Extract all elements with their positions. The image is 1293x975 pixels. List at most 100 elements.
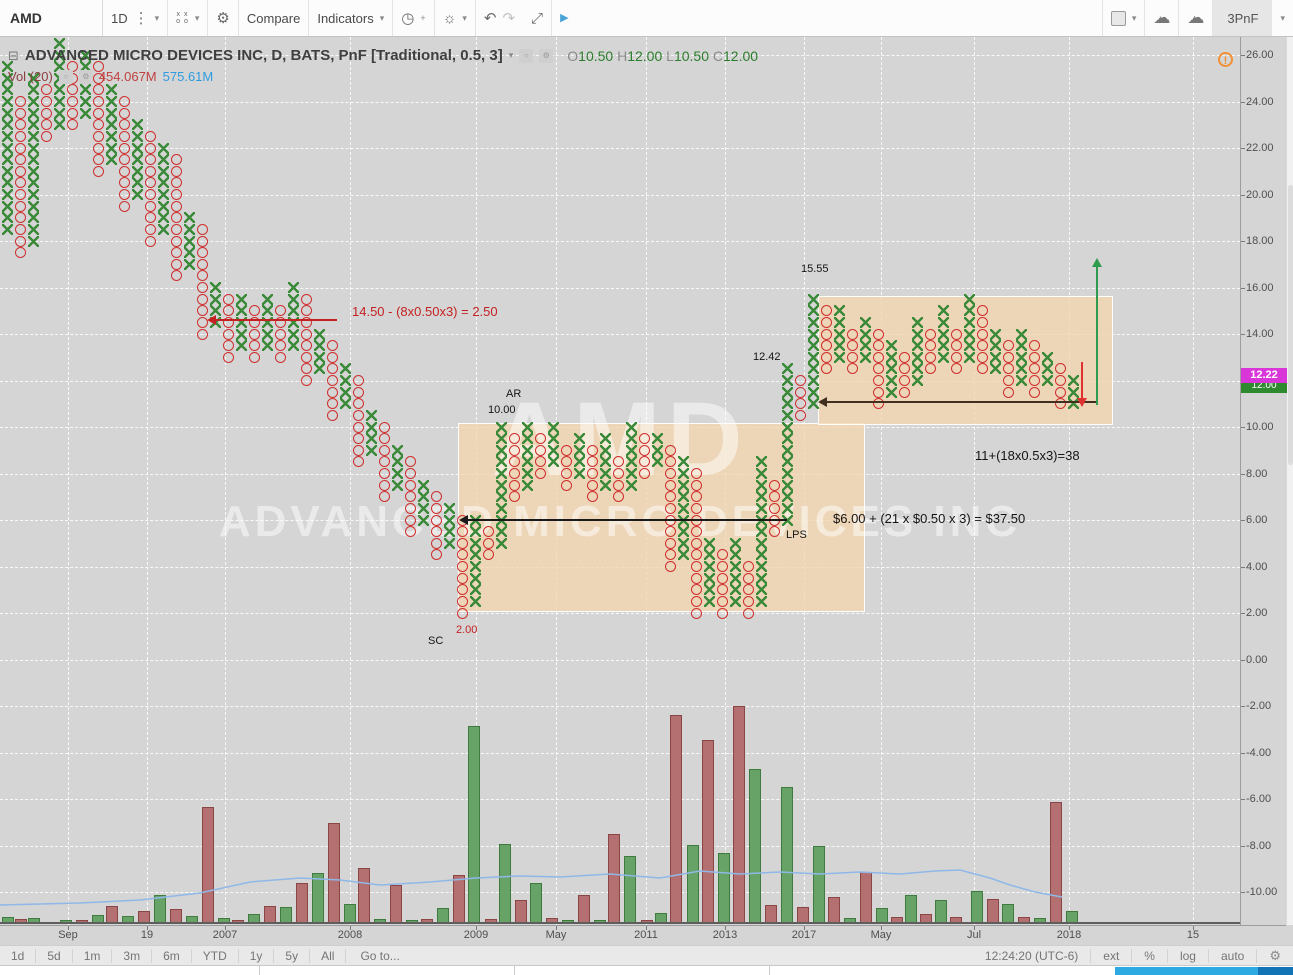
time-axis[interactable]: Sep 19 2007 2008 2009 May 2011 2013 2017 May Jul 20… <box>0 925 1286 945</box>
pnf-o-box <box>353 398 364 410</box>
range-button-ytd[interactable]: YTD <box>192 948 239 963</box>
goto-button[interactable]: Go to... <box>360 948 400 963</box>
pnf-x-box <box>886 386 897 398</box>
scrollbar-thumb[interactable] <box>1288 185 1293 465</box>
pnf-o-box <box>171 258 182 270</box>
fullscreen-button[interactable]: ⤢ <box>523 0 553 36</box>
chart-canvas[interactable]: AMD ADVANCED MICRO DEVICES INC ⊟ ADVANCE… <box>0 37 1240 925</box>
interval-menu-icon[interactable]: ⋮ <box>133 9 149 27</box>
price-axis[interactable]: 12.22 12.00 26.00 24.00 22.00 20.00 18.00 16.… <box>1240 37 1287 925</box>
pnf-o-box <box>873 328 884 340</box>
pnf-x-box <box>288 328 299 340</box>
pnf-o-box <box>457 584 468 596</box>
horizontal-gridline <box>0 55 1240 56</box>
pnf-x-box <box>886 351 897 363</box>
pnf-o-box <box>691 595 702 607</box>
volume-indicator-label[interactable]: Vol (20) <box>8 69 53 84</box>
pnf-o-box <box>665 456 676 468</box>
indicators-button[interactable]: Indicators ▾ <box>309 0 394 36</box>
volume-bar <box>390 885 402 923</box>
pnf-x-box <box>730 595 741 607</box>
log-scale-toggle[interactable]: log <box>1168 948 1209 963</box>
hide-volume-icon[interactable]: ○ <box>58 69 73 84</box>
volume-bar <box>468 726 480 923</box>
layout-name-button[interactable]: 3PnF <box>1213 0 1273 36</box>
volume-settings-icon[interactable]: ⚙ <box>78 69 93 84</box>
price-tick-mark <box>1241 101 1245 103</box>
range-button-1m[interactable]: 1m <box>73 948 113 963</box>
layout-select-button[interactable]: ▾ <box>1101 0 1146 36</box>
chevron-down-icon[interactable]: ▾ <box>379 12 385 23</box>
pnf-o-box <box>769 526 780 538</box>
clock-label[interactable]: 12:24:20 (UTC-6) <box>973 948 1092 963</box>
pnf-o-box <box>821 340 832 352</box>
pnf-x-box <box>28 72 39 84</box>
warning-icon[interactable]: ! <box>1218 52 1233 67</box>
pnf-o-box <box>379 479 390 491</box>
symbol-search-input[interactable]: AMD <box>0 0 103 36</box>
chevron-down-icon[interactable]: ▾ <box>1280 12 1285 23</box>
chart-legend: ⊟ ADVANCED MICRO DEVICES INC, D, BATS, P… <box>8 47 758 84</box>
range-button-1y[interactable]: 1y <box>239 948 275 963</box>
pnf-o-box <box>665 526 676 538</box>
pnf-o-box <box>119 96 130 107</box>
pnf-o-box <box>197 258 208 270</box>
ideas-button[interactable]: ☼ ▾ <box>434 0 476 36</box>
replay-button[interactable]: ▶ <box>552 0 577 36</box>
layout-menu-button[interactable]: ▾ <box>1272 0 1293 36</box>
hide-series-icon[interactable]: ○ <box>519 48 534 63</box>
pnf-style-icon: x x o o <box>176 11 189 25</box>
chart-settings-button[interactable]: ⚙ <box>208 0 239 36</box>
ext-toggle[interactable]: ext <box>1091 948 1133 963</box>
load-layout-button[interactable]: ☁ ↓ <box>1145 0 1180 36</box>
horizontal-gridline <box>0 194 1240 196</box>
chevron-down-icon[interactable]: ▾ <box>154 12 160 23</box>
pnf-x-box <box>964 340 975 352</box>
axis-settings-gear-icon[interactable]: ⚙ <box>1269 947 1281 963</box>
pnf-o-box <box>899 386 910 398</box>
add-alert-button[interactable]: ◷ + <box>393 0 435 36</box>
save-layout-button[interactable]: ☁ ↑ <box>1179 0 1214 36</box>
range-button-all[interactable]: All <box>310 948 347 963</box>
compare-button[interactable]: Compare <box>238 0 310 36</box>
chevron-down-icon[interactable]: ▾ <box>1131 12 1137 23</box>
pnf-o-box <box>353 421 364 433</box>
auto-scale-toggle[interactable]: auto <box>1209 948 1258 963</box>
interval-button[interactable]: 1D ⋮ ▾ <box>103 0 169 36</box>
percent-scale-toggle[interactable]: % <box>1132 948 1168 963</box>
pnf-o-box <box>119 177 130 189</box>
chart-title[interactable]: ADVANCED MICRO DEVICES INC, D, BATS, PnF… <box>24 47 503 64</box>
series-settings-icon[interactable]: ⚙ <box>539 48 554 63</box>
chevron-down-icon[interactable]: ▾ <box>508 50 514 60</box>
chevron-down-icon[interactable]: ▾ <box>194 12 200 23</box>
pnf-x-box <box>366 421 377 433</box>
pnf-o-box <box>93 142 104 154</box>
chart-style-button[interactable]: x x o o ▾ <box>168 0 209 36</box>
pnf-x-box <box>834 316 845 328</box>
scrollbar[interactable] <box>1286 37 1293 925</box>
pnf-x-box <box>2 96 13 107</box>
pnf-x-box <box>470 526 481 538</box>
pnf-x-box <box>236 293 247 305</box>
pnf-o-box <box>15 165 26 177</box>
pnf-o-box <box>275 340 286 352</box>
price-tick-mark <box>1241 566 1245 568</box>
range-button-1d[interactable]: 1d <box>0 948 37 963</box>
redo-icon[interactable]: ↷ <box>502 9 516 27</box>
pnf-o-box <box>925 328 936 340</box>
range-button-5y[interactable]: 5y <box>274 948 311 963</box>
legend-collapse-icon[interactable]: ⊟ <box>8 47 19 63</box>
pnf-x-box <box>730 572 741 584</box>
pnf-x-box <box>574 468 585 479</box>
undo-icon[interactable]: ↶ <box>483 9 497 27</box>
pnf-o-box <box>223 340 234 352</box>
range-button-3m[interactable]: 3m <box>112 948 153 963</box>
pnf-x-box <box>470 595 481 607</box>
pnf-o-box <box>93 107 104 119</box>
pnf-o-box <box>93 61 104 73</box>
range-button-5d[interactable]: 5d <box>36 948 73 963</box>
chevron-down-icon[interactable]: ▾ <box>462 12 467 23</box>
range-button-6m[interactable]: 6m <box>152 948 192 963</box>
pnf-x-box <box>28 119 39 131</box>
pnf-o-box <box>171 165 182 177</box>
